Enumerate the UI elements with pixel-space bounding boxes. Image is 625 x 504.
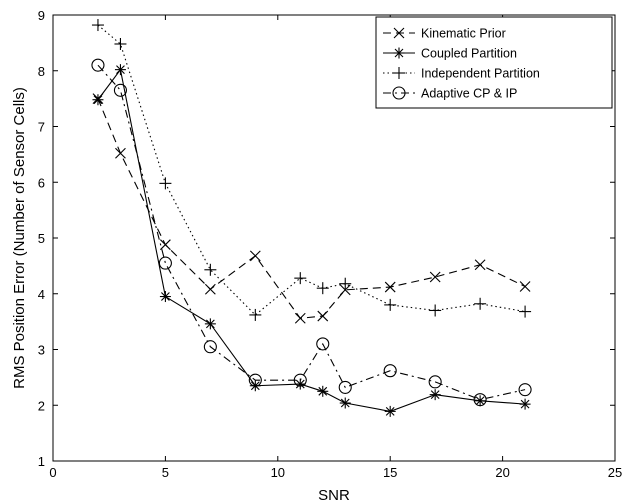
data-point-x [160,239,171,251]
series-3 [91,19,532,321]
legend: Kinematic Prior Coupled Partition Independ… [375,16,613,109]
data-point-plus [204,263,217,276]
data-point-asterisk [92,94,104,106]
data-point-circle [248,373,262,387]
y-axis-title: RMS Position Error (Number of Sensor Cel… [11,87,28,389]
data-point-asterisk [204,318,216,330]
data-point-plus [294,272,307,285]
series-line [97,68,526,412]
x-tick-label: 15 [383,465,397,480]
data-point-plus [91,19,104,32]
data-point-circle [392,86,406,100]
data-point-plus [339,277,352,290]
data-point-circle [113,83,127,97]
data-point-circle [473,393,487,407]
data-point-x [115,147,126,159]
series-line [97,24,526,316]
legend-box [375,16,613,109]
data-point-circle [316,337,330,351]
data-point-asterisk [429,389,441,401]
legend-entry: Adaptive CP & IP [383,86,517,101]
series-1 [92,93,531,324]
series-line [97,64,526,401]
data-point-x [294,312,306,324]
data-point-asterisk [114,64,126,76]
data-point-circle [293,373,307,387]
data-point-asterisk [317,385,329,397]
series-2 [92,64,531,417]
y-tick-label: 7 [38,120,45,135]
series-4 [91,58,532,407]
data-point-circle [428,375,442,389]
data-point-circle [518,383,532,397]
data-point-x [429,271,441,283]
data-point-plus [159,177,172,190]
legend-entry: Coupled Partition [383,47,517,61]
y-tick-label: 9 [38,8,45,23]
data-point-x [339,284,351,296]
x-tick-label: 25 [608,465,622,480]
data-point-asterisk [159,291,171,303]
data-point-asterisk [384,405,396,417]
legend-label: Independent Partition [421,67,540,81]
x-tick-label: 20 [495,465,509,480]
data-point-circle [383,364,397,378]
x-tick-label: 10 [271,465,285,480]
data-point-plus [393,67,405,79]
y-tick-label: 5 [38,231,45,246]
data-point-x [249,250,261,262]
series-layer [91,19,532,417]
series-line [97,98,526,319]
x-tick-label: 0 [49,465,56,480]
data-point-circle [203,340,217,354]
legend-label: Adaptive CP & IP [421,87,517,101]
legend-label: Kinematic Prior [421,27,506,41]
data-point-x [204,283,216,295]
data-point-x [474,259,486,271]
data-point-x [317,310,329,322]
data-point-x [519,281,531,292]
y-tick-label: 1 [38,454,45,469]
x-tick-label: 5 [162,465,169,480]
legend-entry: Kinematic Prior [383,27,506,41]
y-tick-label: 3 [38,343,45,358]
data-point-asterisk [393,47,405,59]
data-point-plus [316,282,329,295]
data-point-plus [429,304,442,317]
data-point-plus [519,305,532,318]
data-point-x [384,281,396,293]
y-tick-label: 4 [38,287,45,302]
data-point-asterisk [474,395,486,407]
data-point-plus [249,308,262,321]
data-point-circle [91,58,105,72]
data-point-plus [474,297,487,310]
x-axis-title: SNR [318,487,350,504]
y-tick-label: 8 [38,64,45,79]
data-point-circle [338,380,352,394]
data-point-asterisk [339,397,351,409]
data-point-asterisk [519,398,531,410]
data-point-plus [384,298,397,311]
y-tick-label: 2 [38,398,45,413]
y-tick-label: 6 [38,175,45,190]
legend-label: Coupled Partition [421,47,517,61]
legend-entry: Independent Partition [383,67,540,81]
data-point-x [393,27,405,39]
data-point-plus [114,37,127,50]
data-point-circle [158,256,172,270]
